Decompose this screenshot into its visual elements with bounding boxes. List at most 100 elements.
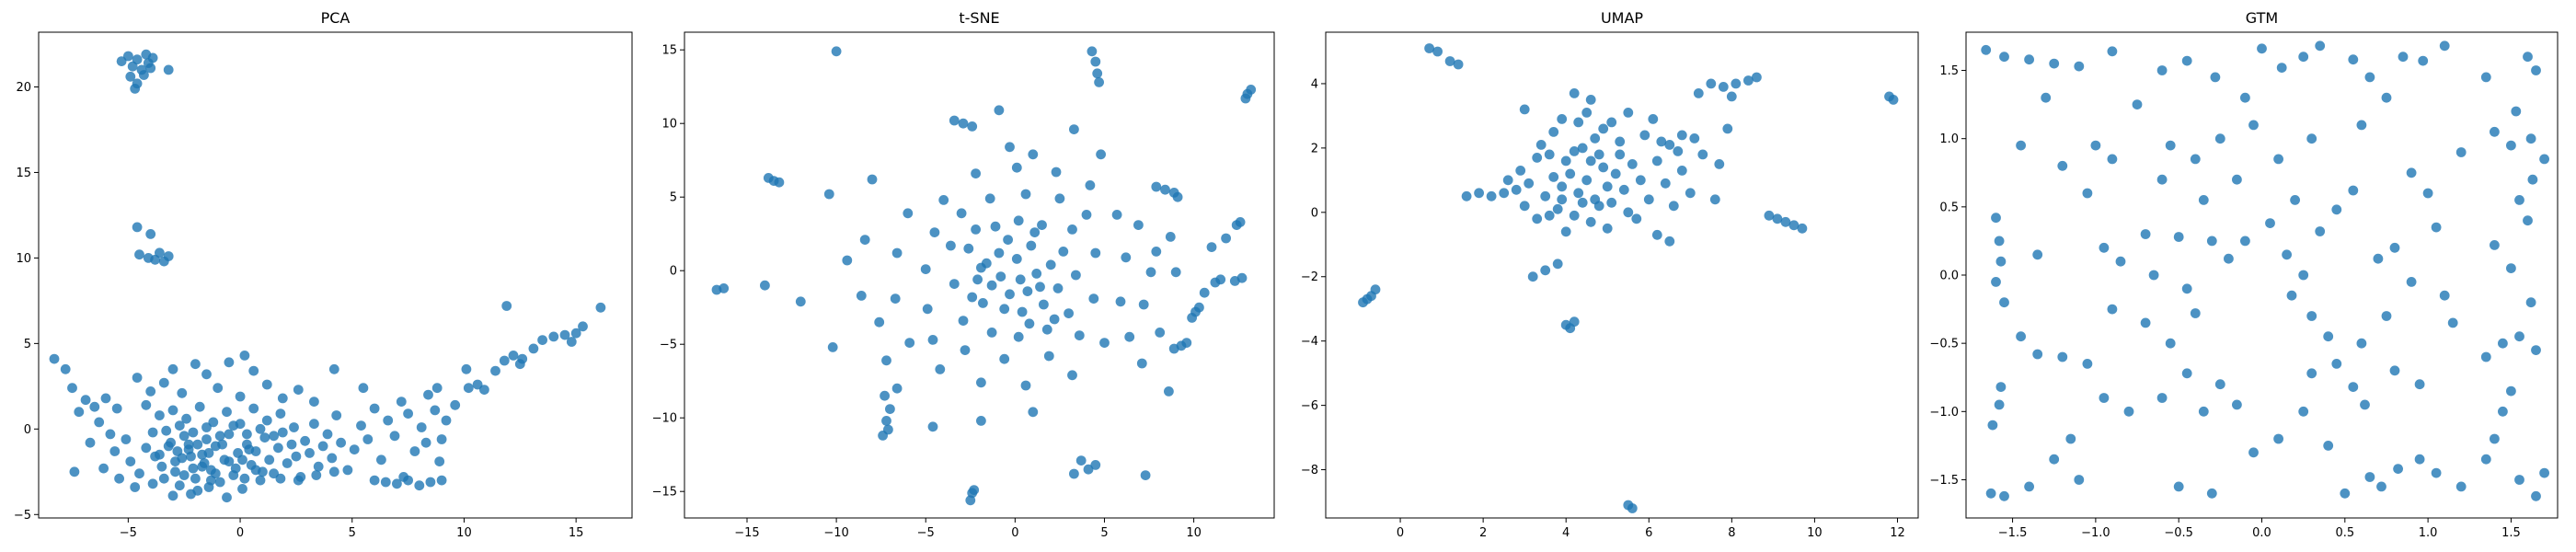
- scatter-point: [1215, 274, 1226, 285]
- scatter-point: [2381, 92, 2392, 103]
- scatter-point: [994, 105, 1005, 116]
- scatter-point: [2107, 154, 2118, 165]
- scatter-point: [1615, 149, 1626, 160]
- scatter-point: [1987, 420, 1998, 431]
- scatter-point: [1090, 56, 1101, 67]
- scatter-point: [1145, 267, 1156, 278]
- scatter-point: [1138, 299, 1149, 310]
- x-tick-label: 8: [1728, 526, 1735, 540]
- scatter-point: [1045, 259, 1056, 270]
- scatter-point: [949, 279, 960, 289]
- scatter-point: [946, 240, 956, 251]
- scatter-point: [239, 351, 250, 361]
- scatter-point: [1676, 166, 1687, 176]
- scatter-point: [190, 473, 201, 484]
- scatter-point: [322, 429, 333, 440]
- scatter-point: [1136, 358, 1147, 369]
- scatter-point: [1486, 190, 1497, 201]
- scatter-point: [1593, 149, 1604, 160]
- scatter-point: [2057, 160, 2068, 171]
- scatter-point: [2273, 154, 2284, 165]
- scatter-point: [1651, 155, 1662, 167]
- y-tick-label: 10: [16, 252, 31, 266]
- scatter-point: [167, 405, 178, 416]
- y-tick-label: 1.5: [1939, 64, 1959, 78]
- y-tick-label: −8: [1301, 464, 1318, 477]
- scatter-point: [430, 405, 441, 416]
- scatter-point: [965, 495, 976, 506]
- scatter-point: [273, 443, 283, 454]
- scatter-point: [1037, 220, 1047, 231]
- scatter-point: [2376, 481, 2386, 492]
- scatter-point: [2414, 379, 2425, 390]
- scatter-point: [938, 195, 949, 205]
- scatter-point: [1140, 470, 1151, 480]
- x-tick-label: −1.5: [1998, 526, 2028, 540]
- scatter-point: [1615, 136, 1626, 147]
- scatter-point: [111, 403, 122, 414]
- scatter-point: [1461, 190, 1472, 201]
- scatter-point: [356, 420, 366, 431]
- scatter-point: [1888, 95, 1899, 105]
- scatter-point: [2406, 277, 2417, 287]
- scatter-point: [2525, 133, 2536, 144]
- scatter-point: [827, 342, 838, 352]
- scatter-point: [2032, 349, 2043, 360]
- scatter-point: [2181, 368, 2192, 379]
- scatter-point: [2240, 236, 2250, 247]
- scatter-point: [1115, 296, 1126, 307]
- scatter-point: [414, 480, 425, 491]
- scatter-point: [960, 345, 971, 355]
- scatter-point: [1693, 88, 1704, 98]
- scatter-point: [174, 480, 185, 491]
- scatter-point: [2049, 58, 2060, 69]
- scatter-point: [2165, 140, 2176, 151]
- scatter-point: [2257, 43, 2267, 54]
- scatter-point: [1026, 240, 1037, 251]
- scatter-point: [823, 189, 834, 200]
- scatter-point: [2356, 120, 2367, 131]
- scatter-point: [2024, 54, 2035, 65]
- y-tick-label: 15: [661, 44, 677, 58]
- scatter-point: [969, 485, 980, 495]
- scatter-point: [904, 338, 915, 348]
- scatter-point: [719, 283, 730, 293]
- scatter-point: [145, 386, 156, 397]
- scatter-point: [1029, 227, 1041, 237]
- scatter-point: [362, 434, 374, 444]
- scatter-point: [85, 437, 96, 448]
- scatter-point: [2364, 472, 2375, 482]
- scatter-point: [2232, 174, 2242, 185]
- scatter-point: [2107, 304, 2118, 315]
- scatter-point: [2356, 338, 2367, 349]
- scatter-point: [1164, 386, 1174, 397]
- scatter-point: [1124, 331, 1135, 342]
- scatter-point: [2065, 433, 2076, 444]
- y-tick-label: 1.0: [1939, 132, 1959, 146]
- plot-frame: [684, 31, 1275, 519]
- scatter-point: [2298, 406, 2309, 417]
- scatter-point: [2190, 154, 2201, 165]
- scatter-point: [1024, 318, 1035, 329]
- scatter-point: [1081, 210, 1092, 220]
- scatter-point: [74, 407, 85, 418]
- scatter-point: [1049, 314, 1060, 325]
- scatter-point: [463, 383, 474, 394]
- scatter-point: [1598, 162, 1609, 173]
- scatter-point: [2364, 72, 2375, 83]
- scatter-point: [2498, 406, 2508, 417]
- scatter-point: [1532, 153, 1543, 163]
- scatter-point: [261, 379, 272, 390]
- scatter-point: [1631, 213, 1642, 224]
- scatter-point: [2506, 263, 2516, 273]
- scatter-point: [139, 70, 149, 80]
- scatter-point: [1069, 468, 1079, 479]
- scatter-point: [141, 399, 152, 410]
- scatter-point: [222, 492, 232, 503]
- scatter-point: [1565, 168, 1576, 179]
- scatter-point: [2074, 475, 2085, 485]
- scatter-point: [1577, 143, 1588, 154]
- scatter-point: [163, 64, 174, 75]
- scatter-point: [2074, 61, 2085, 72]
- scatter-point: [181, 413, 192, 424]
